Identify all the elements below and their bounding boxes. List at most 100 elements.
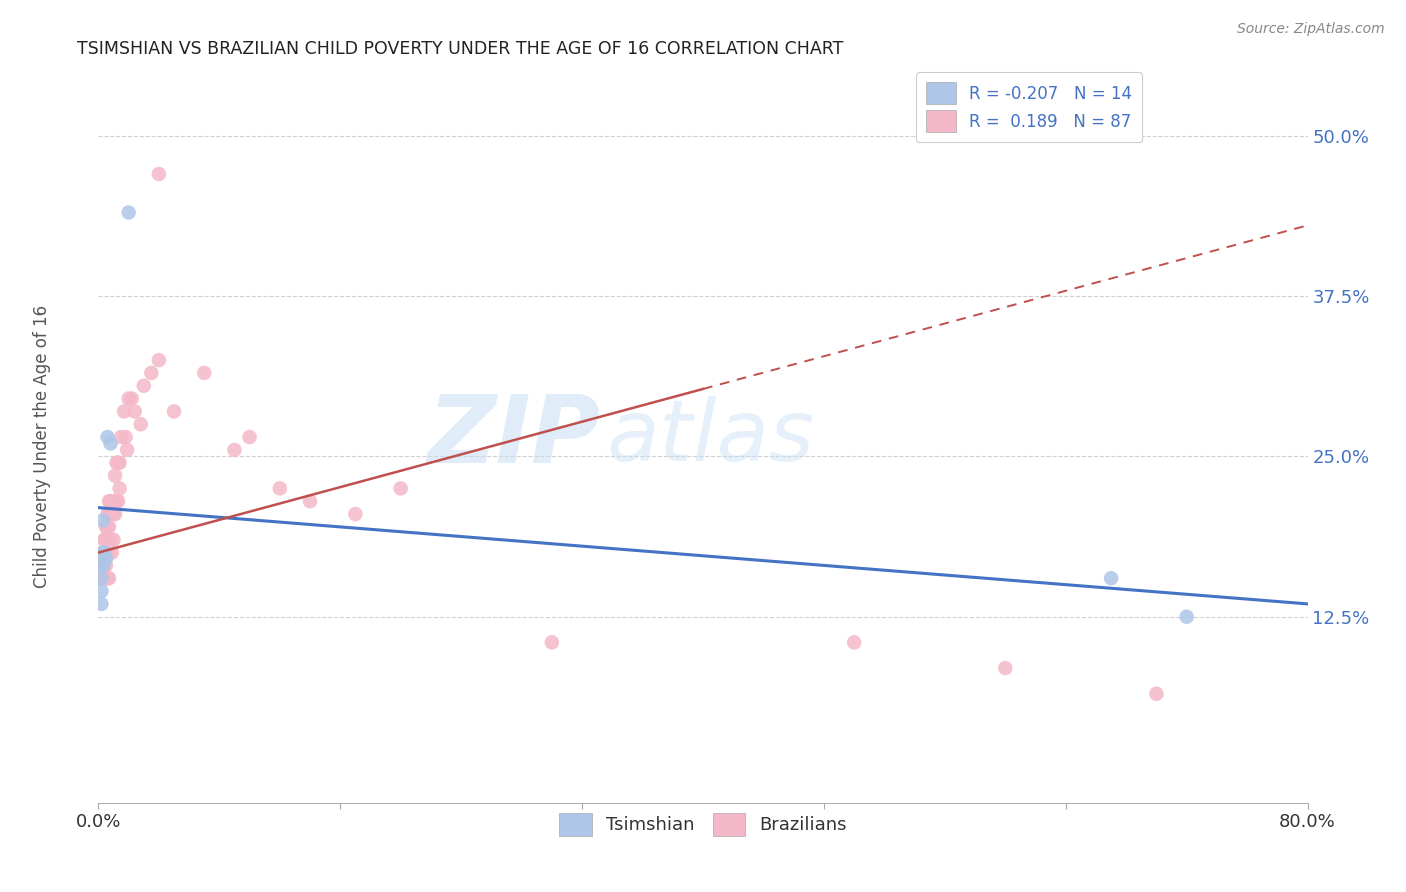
Point bbox=[89, 571, 111, 585]
Point bbox=[104, 507, 127, 521]
Point bbox=[108, 456, 131, 470]
Point bbox=[994, 661, 1017, 675]
Point bbox=[90, 558, 112, 573]
Point bbox=[91, 545, 114, 559]
Point bbox=[101, 507, 124, 521]
Point bbox=[91, 545, 114, 559]
Point bbox=[100, 533, 122, 547]
Point bbox=[103, 507, 125, 521]
Point bbox=[90, 558, 112, 573]
Point bbox=[114, 430, 136, 444]
Point bbox=[94, 545, 117, 559]
Point bbox=[91, 558, 114, 573]
Point bbox=[94, 533, 117, 547]
Point bbox=[389, 482, 412, 496]
Point bbox=[844, 635, 866, 649]
Point bbox=[94, 571, 117, 585]
Legend: Tsimshian, Brazilians: Tsimshian, Brazilians bbox=[550, 804, 856, 845]
Point bbox=[98, 545, 121, 559]
Point bbox=[91, 545, 114, 559]
Point bbox=[90, 558, 112, 573]
Point bbox=[96, 533, 118, 547]
Point bbox=[96, 430, 118, 444]
Point bbox=[540, 635, 562, 649]
Point bbox=[148, 167, 170, 181]
Point bbox=[105, 494, 128, 508]
Point bbox=[98, 571, 121, 585]
Point bbox=[90, 558, 112, 573]
Point bbox=[193, 366, 215, 380]
Point bbox=[96, 507, 118, 521]
Point bbox=[90, 558, 112, 573]
Point bbox=[344, 507, 367, 521]
Point bbox=[90, 558, 112, 573]
Point bbox=[98, 494, 121, 508]
Point bbox=[98, 533, 121, 547]
Point bbox=[104, 468, 127, 483]
Point bbox=[129, 417, 152, 432]
Point bbox=[224, 442, 246, 457]
Point bbox=[93, 545, 115, 559]
Point bbox=[103, 533, 125, 547]
Point bbox=[89, 571, 111, 585]
Point bbox=[1099, 571, 1122, 585]
Point bbox=[94, 552, 117, 566]
Point bbox=[101, 545, 124, 559]
Point bbox=[89, 571, 111, 585]
Text: Source: ZipAtlas.com: Source: ZipAtlas.com bbox=[1237, 22, 1385, 37]
Point bbox=[94, 520, 117, 534]
Point bbox=[91, 545, 114, 559]
Point bbox=[90, 597, 112, 611]
Point bbox=[93, 533, 115, 547]
Point bbox=[100, 494, 122, 508]
Point bbox=[269, 482, 291, 496]
Point bbox=[148, 353, 170, 368]
Point bbox=[89, 571, 111, 585]
Point bbox=[91, 558, 114, 573]
Point bbox=[1175, 609, 1198, 624]
Point bbox=[94, 533, 117, 547]
Point bbox=[93, 558, 115, 573]
Point bbox=[89, 571, 111, 585]
Point bbox=[96, 571, 118, 585]
Text: Child Poverty Under the Age of 16: Child Poverty Under the Age of 16 bbox=[34, 304, 51, 588]
Point bbox=[91, 545, 114, 559]
Point bbox=[163, 404, 186, 418]
Text: ZIP: ZIP bbox=[427, 391, 600, 483]
Point bbox=[90, 558, 112, 573]
Point bbox=[90, 584, 112, 599]
Point bbox=[115, 442, 138, 457]
Point bbox=[118, 205, 141, 219]
Point bbox=[103, 494, 125, 508]
Point bbox=[90, 558, 112, 573]
Point bbox=[91, 514, 114, 528]
Point bbox=[89, 571, 111, 585]
Text: TSIMSHIAN VS BRAZILIAN CHILD POVERTY UNDER THE AGE OF 16 CORRELATION CHART: TSIMSHIAN VS BRAZILIAN CHILD POVERTY UND… bbox=[77, 40, 844, 58]
Point bbox=[96, 545, 118, 559]
Point bbox=[90, 571, 112, 585]
Point bbox=[93, 545, 115, 559]
Point bbox=[107, 456, 129, 470]
Point bbox=[100, 436, 122, 450]
Point bbox=[118, 392, 141, 406]
Point bbox=[132, 378, 155, 392]
Point bbox=[299, 494, 322, 508]
Point bbox=[93, 533, 115, 547]
Point bbox=[110, 430, 132, 444]
Point bbox=[141, 366, 163, 380]
Point bbox=[89, 571, 111, 585]
Point bbox=[89, 571, 111, 585]
Point bbox=[105, 456, 128, 470]
Point bbox=[93, 545, 115, 559]
Point bbox=[94, 558, 117, 573]
Point bbox=[91, 545, 114, 559]
Point bbox=[91, 545, 114, 559]
Point bbox=[98, 520, 121, 534]
Point bbox=[98, 507, 121, 521]
Point bbox=[107, 494, 129, 508]
Point bbox=[112, 404, 135, 418]
Point bbox=[90, 558, 112, 573]
Point bbox=[108, 482, 131, 496]
Point bbox=[239, 430, 262, 444]
Point bbox=[90, 558, 112, 573]
